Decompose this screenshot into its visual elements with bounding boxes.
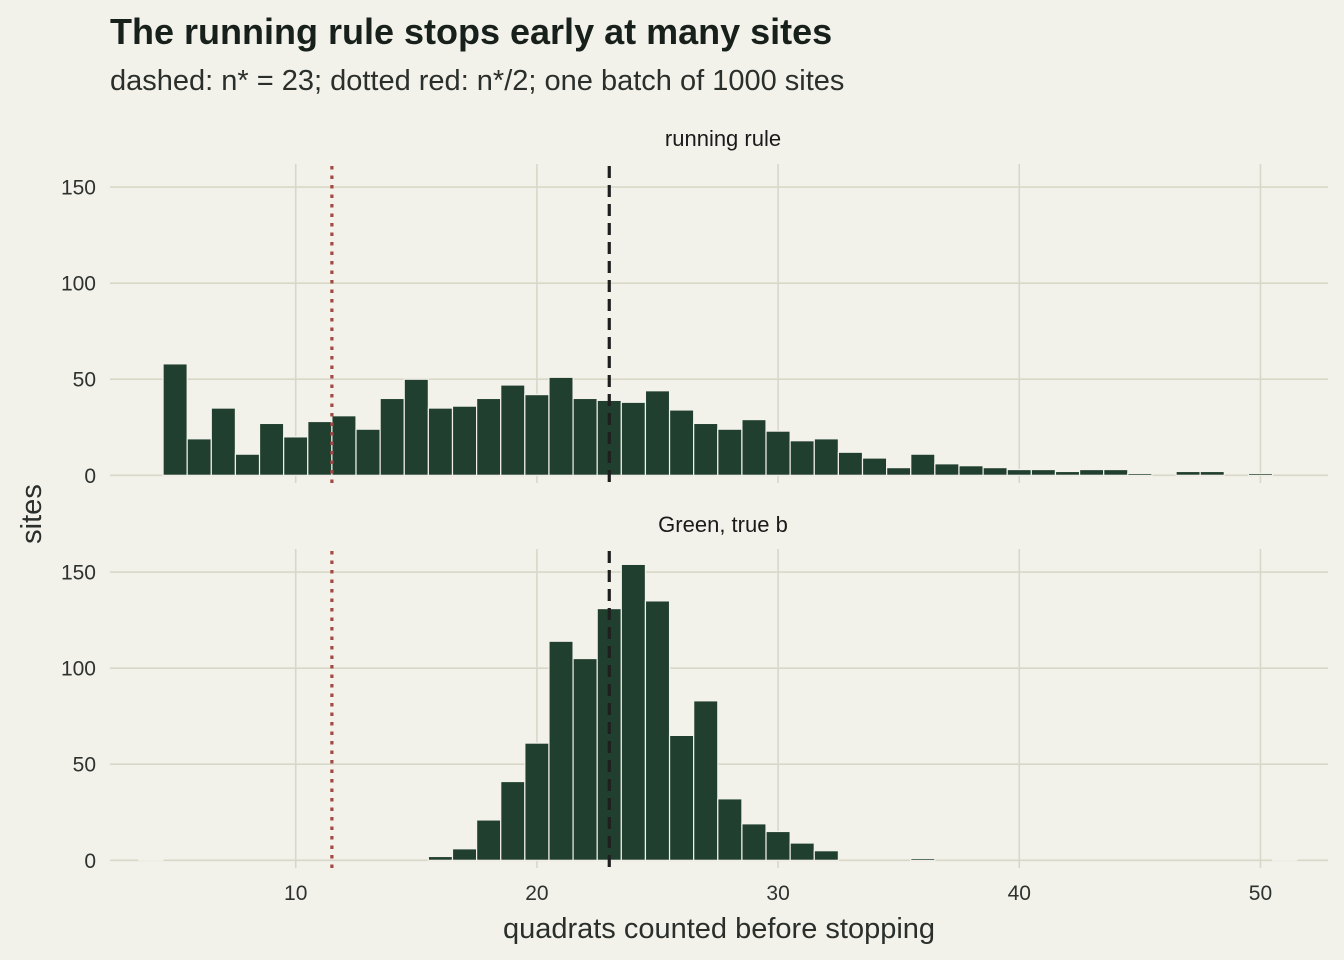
y-tick-label: 0 — [84, 465, 96, 488]
histogram-bar — [331, 415, 357, 476]
chart-title: The running rule stops early at many sit… — [110, 11, 832, 52]
histogram-bar — [620, 563, 647, 861]
histogram-bar — [258, 422, 285, 476]
histogram-bar — [813, 850, 839, 861]
histogram-bar — [644, 600, 671, 861]
histogram-bar — [1103, 468, 1129, 476]
histogram-bar — [1271, 858, 1298, 861]
histogram-bar — [765, 830, 791, 861]
x-tick-label: 40 — [1008, 882, 1031, 905]
y-tick-label: 50 — [73, 754, 96, 777]
histogram-bar — [620, 401, 647, 476]
histogram-bar — [958, 465, 984, 476]
histogram-bar — [1006, 468, 1032, 476]
histogram-bar — [476, 397, 502, 476]
histogram-bar — [427, 855, 454, 861]
y-tick-label: 50 — [73, 369, 96, 392]
histogram-bar — [162, 363, 188, 476]
histogram-bar — [138, 858, 164, 861]
histogram-bar — [741, 418, 767, 476]
y-tick-label: 150 — [61, 562, 96, 585]
histogram-bar — [186, 438, 212, 476]
y-tick-label: 0 — [84, 850, 96, 873]
y-axis-title: sites — [16, 484, 48, 544]
chart-subtitle: dashed: n* = 23; dotted red: n*/2; one b… — [110, 65, 844, 97]
histogram-bar — [1054, 470, 1081, 476]
x-tick-label: 20 — [525, 882, 548, 905]
histogram-bar — [668, 734, 695, 861]
histogram-bar — [789, 440, 815, 476]
histogram-bar — [379, 397, 405, 476]
histogram-bar — [500, 384, 526, 476]
histogram-bar — [1247, 472, 1274, 476]
histogram-bar — [934, 463, 960, 476]
histogram-bar — [982, 467, 1008, 476]
histogram-bar — [1175, 470, 1201, 476]
x-axis-title: quadrats counted before stopping — [503, 913, 935, 945]
histogram-bar — [910, 857, 936, 861]
histogram-bar — [837, 451, 864, 476]
histogram-bar — [717, 798, 743, 861]
panel-strip-label: Green, true b — [658, 512, 788, 537]
histogram-bar — [451, 405, 478, 476]
histogram-bar — [717, 428, 743, 476]
histogram-bar — [1199, 470, 1225, 476]
histogram-bar — [910, 453, 936, 476]
histogram-bar — [307, 420, 333, 476]
histogram-bar — [234, 453, 261, 476]
histogram-bar — [693, 422, 719, 476]
histogram-bar — [741, 823, 767, 861]
x-tick-label: 10 — [284, 882, 307, 905]
facet-panels: running rule 0 50 100 150 Green, true b 0 50 100… — [61, 126, 1328, 905]
histogram-bar — [210, 407, 237, 476]
histogram-bar — [427, 407, 454, 476]
histogram-bar — [886, 467, 912, 476]
histogram-bar — [476, 819, 502, 861]
histogram-bar — [451, 848, 478, 861]
x-tick-label: 30 — [766, 882, 789, 905]
panel-2: Green, true b 0 50 100 150 — [61, 512, 1328, 873]
histogram-bar — [668, 409, 695, 476]
panel-1: running rule 0 50 100 150 — [61, 126, 1328, 488]
histogram-bar — [524, 394, 550, 476]
histogram-bar — [861, 457, 888, 476]
panel-strip-label: running rule — [665, 126, 781, 151]
x-tick-label: 50 — [1249, 882, 1272, 905]
y-tick-label: 100 — [61, 273, 96, 296]
histogram-bar — [789, 842, 815, 861]
histogram-bar — [1127, 472, 1153, 476]
histogram-bar — [283, 436, 309, 476]
histogram-bar — [813, 438, 839, 476]
histogram-bar — [548, 376, 574, 476]
histogram-bar — [403, 378, 429, 476]
histogram-bar — [765, 430, 791, 476]
histogram-bar — [524, 742, 550, 861]
histogram-bar — [693, 700, 719, 861]
histogram-bar — [1030, 468, 1057, 476]
y-tick-label: 100 — [61, 658, 96, 681]
y-tick-label: 150 — [61, 177, 96, 200]
histogram-bar — [1078, 468, 1105, 476]
histogram-bar — [500, 780, 526, 861]
histogram-bar — [644, 390, 671, 476]
histogram-bar — [548, 640, 574, 861]
histogram-bar — [572, 397, 598, 476]
histogram-bar — [572, 657, 598, 861]
histogram-bar — [355, 428, 381, 476]
